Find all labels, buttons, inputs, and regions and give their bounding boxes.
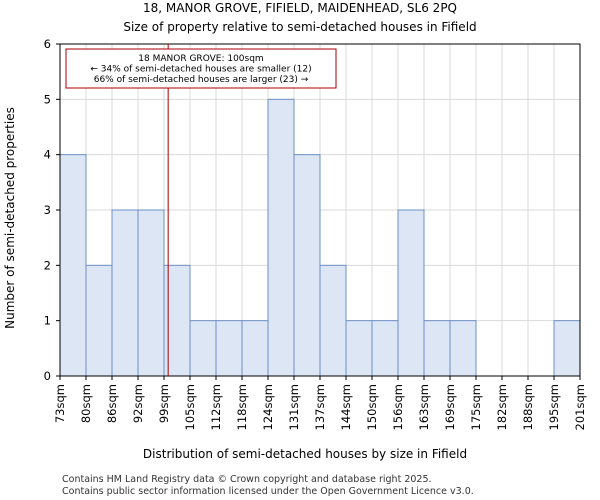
bar-131sqm xyxy=(293,154,321,377)
bar-92sqm xyxy=(137,209,165,377)
bar-137sqm xyxy=(319,264,347,377)
y-tick-label: 6 xyxy=(44,37,51,51)
x-tick-label: 150sqm xyxy=(365,384,379,430)
bar-112sqm xyxy=(215,320,243,377)
chart-subtitle: Size of property relative to semi-detach… xyxy=(123,20,476,34)
y-tick-label: 1 xyxy=(44,314,51,328)
x-tick-label: 144sqm xyxy=(339,384,353,430)
x-tick-label: 156sqm xyxy=(391,384,405,430)
bar-73sqm xyxy=(59,154,87,377)
x-tick-label: 112sqm xyxy=(209,384,223,430)
bar-124sqm xyxy=(267,98,295,377)
bars-group xyxy=(59,98,581,377)
bar-195sqm xyxy=(553,320,581,377)
x-tick-label: 92sqm xyxy=(131,384,145,423)
y-tick-label: 2 xyxy=(44,258,51,272)
bar-118sqm xyxy=(241,320,269,377)
x-tick-label: 201sqm xyxy=(573,384,587,430)
y-tick-label: 3 xyxy=(44,203,51,217)
annotation-line: ← 34% of semi-detached houses are smalle… xyxy=(90,65,311,75)
x-tick-label: 86sqm xyxy=(105,384,119,423)
annotation-box xyxy=(65,48,337,89)
x-tick-label: 131sqm xyxy=(287,384,301,430)
bar-156sqm xyxy=(397,209,425,377)
annotation-line: 18 MANOR GROVE: 100sqm xyxy=(138,54,263,64)
y-tick-label: 5 xyxy=(44,92,51,106)
x-axis-label: Distribution of semi-detached houses by … xyxy=(143,447,467,461)
x-tick-label: 182sqm xyxy=(495,384,509,430)
chart-title: 18, MANOR GROVE, FIFIELD, MAIDENHEAD, SL… xyxy=(143,1,457,15)
x-tick-label: 169sqm xyxy=(443,384,457,430)
bar-105sqm xyxy=(189,320,217,377)
bar-169sqm xyxy=(449,320,477,377)
footer-line-1: Contains HM Land Registry data © Crown c… xyxy=(62,474,432,485)
x-tick-label: 124sqm xyxy=(261,384,275,430)
x-tick-label: 137sqm xyxy=(313,384,327,430)
x-tick-label: 195sqm xyxy=(547,384,561,430)
x-tick-label: 118sqm xyxy=(235,384,249,430)
y-axis-label: Number of semi-detached properties xyxy=(3,107,17,329)
x-tick-label: 163sqm xyxy=(417,384,431,430)
footer-line-2: Contains public sector information licen… xyxy=(62,486,474,497)
x-tick-label: 80sqm xyxy=(79,384,93,423)
x-tick-label: 175sqm xyxy=(469,384,483,430)
y-axis-ticks: 0 1 2 3 4 5 6 xyxy=(44,37,60,383)
x-axis-ticks: 73sqm 80sqm 86sqm 92sqm 99sqm 105sqm 112sqm 118… xyxy=(53,376,587,430)
annotation-line: 66% of semi-detached houses are larger (… xyxy=(94,75,309,85)
property-marker: 18 MANOR GROVE: 100sqm← 34% of semi-deta… xyxy=(65,44,337,376)
x-tick-label: 105sqm xyxy=(183,384,197,430)
x-tick-label: 188sqm xyxy=(521,384,535,430)
x-tick-label: 73sqm xyxy=(53,384,67,423)
bar-86sqm xyxy=(111,209,139,377)
y-tick-label: 0 xyxy=(44,369,51,383)
bar-80sqm xyxy=(85,264,113,377)
bar-163sqm xyxy=(423,320,451,377)
y-tick-label: 4 xyxy=(44,148,51,162)
x-tick-label: 99sqm xyxy=(157,384,171,423)
bar-144sqm xyxy=(345,320,373,377)
bar-150sqm xyxy=(371,320,399,377)
